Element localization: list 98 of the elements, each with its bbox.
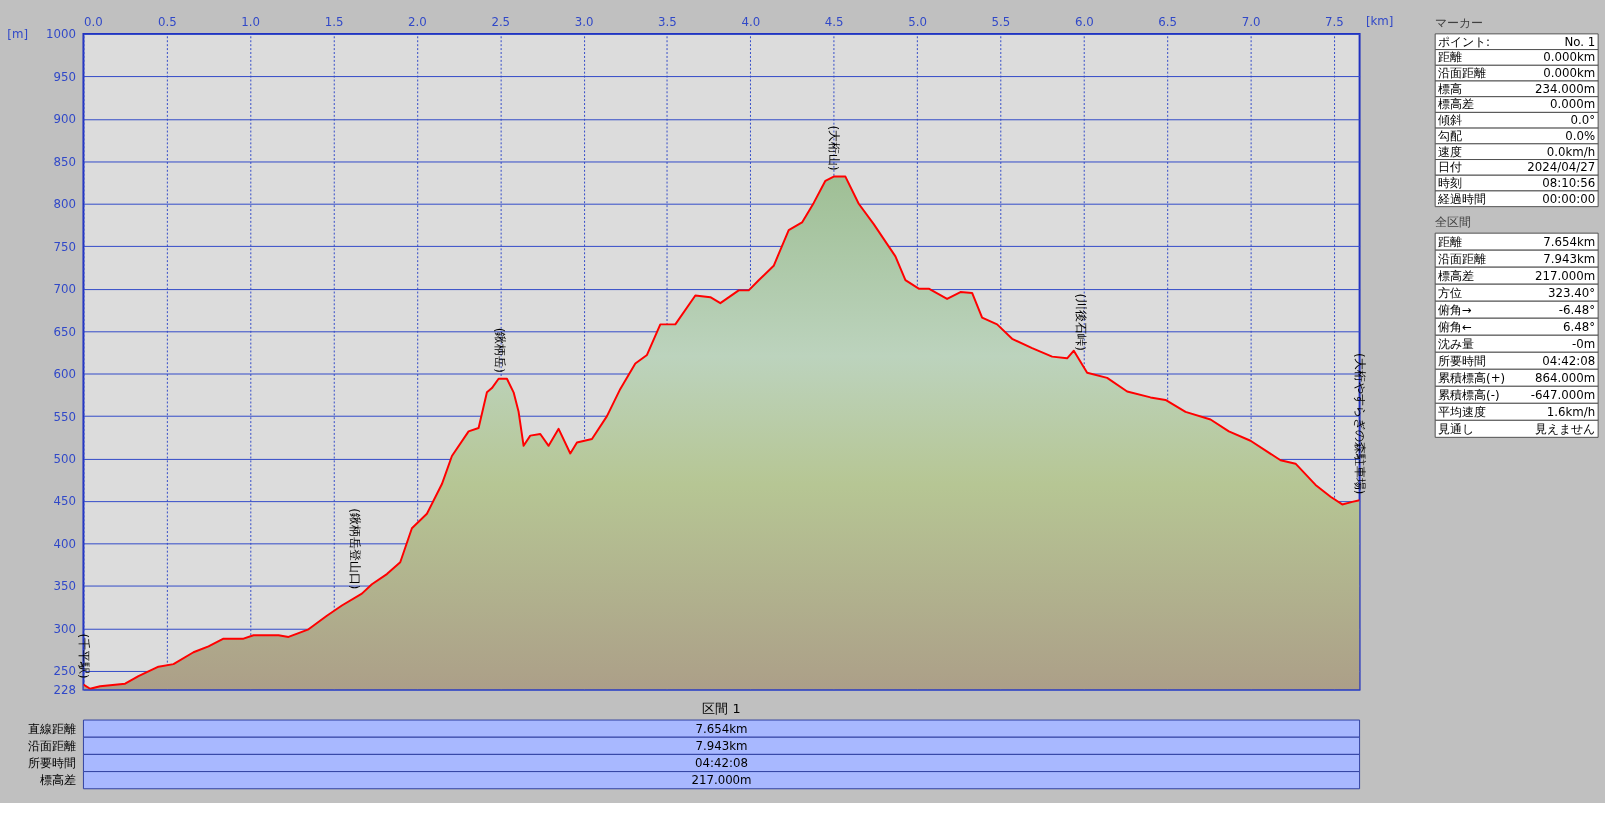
y-tick-label: 950 <box>53 69 77 84</box>
text: 04:42:08 <box>695 755 748 770</box>
text: 累積標高(-) <box>1438 387 1500 402</box>
text: 0.000km <box>1543 50 1596 65</box>
y-tick-label: 900 <box>53 112 77 127</box>
annotation: (千平駅) <box>76 633 91 679</box>
text: 323.40° <box>1548 285 1596 300</box>
text: 沈み量 <box>1438 336 1475 351</box>
y-tick-label: 550 <box>53 409 77 424</box>
annotation: (大桁山) <box>826 125 841 171</box>
text: 00:00:00 <box>1542 191 1596 206</box>
annotation: (鍬柄岳) <box>493 327 508 373</box>
text: 864.000m <box>1535 370 1596 385</box>
text: 距離 <box>1438 50 1463 65</box>
text: 傾斜 <box>1438 113 1463 128</box>
text: 俯角← <box>1438 319 1473 334</box>
text: 08:10:56 <box>1542 176 1596 191</box>
text: 0.0% <box>1565 128 1596 143</box>
x-tick-label: 3.5 <box>658 14 677 29</box>
text: ポイント: <box>1438 34 1491 49</box>
text: 沿面距離 <box>27 738 76 753</box>
annotation: (鍬柄岳登山口) <box>348 508 363 590</box>
text: 標高差 <box>39 773 76 788</box>
x-tick-label: 4.0 <box>741 14 761 29</box>
text: 全区間 <box>1434 214 1471 229</box>
x-tick-label: 6.0 <box>1074 14 1094 29</box>
text: 7.943km <box>1543 251 1596 266</box>
text: 勾配 <box>1438 128 1463 143</box>
text: 217.000m <box>691 773 752 788</box>
y-tick-label: 300 <box>53 621 77 636</box>
text: 7.654km <box>695 721 748 736</box>
annotation: (川後石峠) <box>1073 293 1088 351</box>
x-tick-label: 3.0 <box>574 14 594 29</box>
x-tick-label: 2.5 <box>491 14 511 29</box>
text: 所要時間 <box>1438 353 1487 368</box>
annotation: (大桁やすらぎの森駐車場) <box>1352 353 1367 495</box>
text: 沿面距離 <box>1438 251 1487 266</box>
x-tick-label: 1.0 <box>241 14 261 29</box>
text: 経過時間 <box>1437 191 1487 206</box>
text: 平均速度 <box>1438 404 1487 419</box>
text: 7.943km <box>695 738 748 753</box>
y-tick-label: 1000 <box>46 27 77 42</box>
x-tick-label: 4.5 <box>824 14 844 29</box>
text: -647.000m <box>1530 387 1596 402</box>
text: 距離 <box>1438 234 1463 249</box>
text: 直線距離 <box>27 721 76 736</box>
text: 標高差 <box>1438 97 1475 112</box>
y-tick-label: 400 <box>53 536 77 551</box>
y-tick-label: 800 <box>53 197 77 212</box>
y-tick-label: 450 <box>53 494 77 509</box>
x-tick-label: 2.0 <box>408 14 427 29</box>
text: 標高 <box>1438 81 1463 96</box>
x-tick-label: 6.5 <box>1158 14 1178 29</box>
y-tick-label: 250 <box>53 664 77 679</box>
text: 04:42:08 <box>1542 353 1596 368</box>
text: 時刻 <box>1438 176 1463 191</box>
text: 7.654km <box>1543 234 1596 249</box>
text: 1.6km/h <box>1546 404 1596 419</box>
text: 0.0° <box>1570 113 1596 128</box>
text: 標高差 <box>1438 268 1475 283</box>
x-tick-label: 0.0 <box>83 14 103 29</box>
text: 0.000m <box>1550 97 1596 112</box>
text: 0.000km <box>1543 66 1596 81</box>
text: 所要時間 <box>27 755 76 770</box>
y-tick-label: 750 <box>53 239 77 254</box>
x-tick-label: 7.5 <box>1325 14 1344 29</box>
text: 俯角→ <box>1438 302 1473 317</box>
text: -6.48° <box>1558 302 1596 317</box>
x-tick-label: 0.5 <box>157 14 177 29</box>
y-tick-label: 228 <box>53 683 77 698</box>
y-tick-label: 350 <box>53 579 77 594</box>
y-tick-label: 650 <box>53 324 77 339</box>
text: 累積標高(+) <box>1438 370 1506 385</box>
text: 見えません <box>1535 421 1596 436</box>
text: 速度 <box>1438 144 1463 159</box>
text: 日付 <box>1438 160 1463 175</box>
text: 0.0km/h <box>1546 144 1596 159</box>
text: No. 1 <box>1564 34 1596 49</box>
text: -0m <box>1571 336 1596 351</box>
text: 方位 <box>1438 285 1463 300</box>
x-tick-label: 5.5 <box>991 14 1011 29</box>
y-tick-label: 700 <box>53 282 77 297</box>
x-tick-label: 7.0 <box>1241 14 1261 29</box>
x-tick-label: 1.5 <box>324 14 344 29</box>
text: マーカー <box>1434 15 1483 30</box>
y-axis-title: [m] <box>7 27 29 42</box>
text: 234.000m <box>1535 81 1596 96</box>
text: 2024/04/27 <box>1527 160 1596 175</box>
y-tick-label: 600 <box>53 367 77 382</box>
text: 沿面距離 <box>1438 66 1487 81</box>
y-tick-label: 500 <box>53 451 77 466</box>
text: 見通し <box>1438 421 1475 436</box>
text: 217.000m <box>1535 268 1596 283</box>
x-tick-label: 5.0 <box>908 14 927 29</box>
text: 区間 1 <box>702 700 741 716</box>
x-axis-title: [km] <box>1365 13 1394 28</box>
y-tick-label: 850 <box>53 154 77 169</box>
text: 6.48° <box>1563 319 1596 334</box>
